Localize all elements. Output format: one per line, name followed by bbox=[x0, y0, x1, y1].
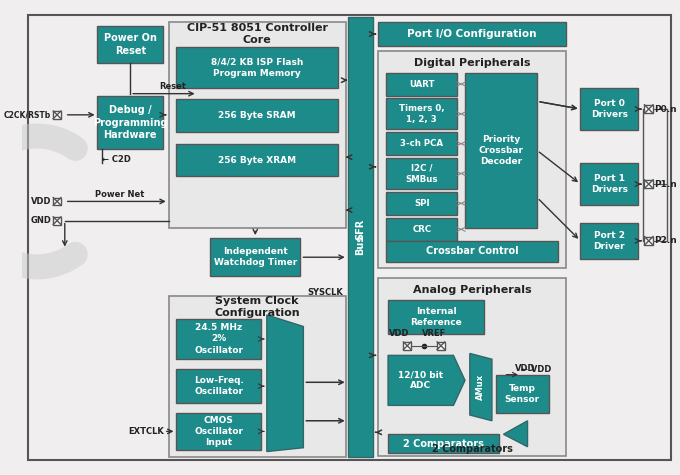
Text: VREF: VREF bbox=[422, 329, 446, 338]
Text: 3-ch PCA: 3-ch PCA bbox=[401, 139, 443, 148]
Text: I2C /
SMBus: I2C / SMBus bbox=[405, 163, 438, 183]
Text: 2 Comparators: 2 Comparators bbox=[403, 439, 483, 449]
Polygon shape bbox=[503, 421, 528, 447]
Text: 256 Byte XRAM: 256 Byte XRAM bbox=[218, 155, 296, 164]
FancyBboxPatch shape bbox=[386, 241, 558, 262]
FancyBboxPatch shape bbox=[388, 300, 484, 334]
FancyBboxPatch shape bbox=[53, 198, 61, 205]
Text: CRC: CRC bbox=[412, 225, 431, 234]
FancyBboxPatch shape bbox=[378, 22, 566, 46]
Text: 256 Byte SRAM: 256 Byte SRAM bbox=[218, 111, 296, 120]
Text: Port 0
Drivers: Port 0 Drivers bbox=[591, 99, 628, 119]
FancyBboxPatch shape bbox=[176, 369, 261, 403]
Text: Reset: Reset bbox=[159, 82, 186, 91]
FancyBboxPatch shape bbox=[496, 375, 549, 413]
FancyBboxPatch shape bbox=[176, 144, 338, 176]
Text: Priority
Crossbar
Decoder: Priority Crossbar Decoder bbox=[479, 135, 524, 166]
Text: SPI: SPI bbox=[414, 199, 430, 208]
FancyBboxPatch shape bbox=[581, 163, 638, 205]
FancyBboxPatch shape bbox=[645, 237, 653, 245]
Text: VDD: VDD bbox=[390, 329, 410, 338]
FancyBboxPatch shape bbox=[386, 218, 458, 241]
Text: P2.n: P2.n bbox=[655, 237, 677, 246]
FancyBboxPatch shape bbox=[403, 342, 411, 350]
Text: Port I/O Configuration: Port I/O Configuration bbox=[407, 29, 537, 39]
Text: EXTCLK: EXTCLK bbox=[128, 427, 164, 436]
Text: CMOS
Oscillator
Input: CMOS Oscillator Input bbox=[194, 416, 243, 447]
FancyBboxPatch shape bbox=[347, 17, 373, 457]
Text: P0.n: P0.n bbox=[655, 104, 677, 114]
Text: SFR: SFR bbox=[355, 218, 365, 240]
Text: Port 1
Drivers: Port 1 Drivers bbox=[591, 174, 628, 194]
FancyBboxPatch shape bbox=[388, 434, 498, 454]
Polygon shape bbox=[470, 353, 492, 421]
FancyBboxPatch shape bbox=[97, 95, 163, 150]
FancyBboxPatch shape bbox=[386, 158, 458, 189]
FancyBboxPatch shape bbox=[53, 217, 61, 225]
Text: Bus: Bus bbox=[355, 235, 365, 255]
FancyBboxPatch shape bbox=[386, 132, 458, 155]
Text: P1.n: P1.n bbox=[655, 180, 677, 189]
FancyBboxPatch shape bbox=[581, 223, 638, 259]
FancyBboxPatch shape bbox=[169, 22, 345, 228]
Text: 24.5 MHz
2%
Oscillator: 24.5 MHz 2% Oscillator bbox=[194, 323, 243, 355]
FancyBboxPatch shape bbox=[386, 73, 458, 95]
Text: VDD: VDD bbox=[31, 197, 51, 206]
FancyBboxPatch shape bbox=[581, 88, 638, 130]
Text: ← C2D: ← C2D bbox=[102, 154, 131, 163]
FancyBboxPatch shape bbox=[210, 238, 301, 276]
Text: Port 2
Driver: Port 2 Driver bbox=[594, 231, 625, 251]
Polygon shape bbox=[267, 315, 303, 452]
Text: C2CK/RSTb: C2CK/RSTb bbox=[4, 110, 51, 119]
Text: Power On
Reset: Power On Reset bbox=[104, 33, 156, 56]
FancyBboxPatch shape bbox=[176, 319, 261, 359]
Text: AMux: AMux bbox=[476, 374, 485, 400]
FancyBboxPatch shape bbox=[378, 278, 566, 456]
FancyBboxPatch shape bbox=[176, 99, 338, 132]
FancyBboxPatch shape bbox=[169, 296, 345, 457]
Text: Independent
Watchdog Timer: Independent Watchdog Timer bbox=[214, 247, 297, 267]
Text: CIP-51 8051 Controller
Core: CIP-51 8051 Controller Core bbox=[187, 23, 328, 45]
Text: VDD: VDD bbox=[515, 364, 536, 373]
FancyBboxPatch shape bbox=[176, 48, 338, 88]
FancyBboxPatch shape bbox=[386, 192, 458, 215]
Text: Debug /
Programming
Hardware: Debug / Programming Hardware bbox=[93, 105, 167, 140]
Text: Temp
Sensor: Temp Sensor bbox=[505, 384, 540, 404]
Text: Crossbar Control: Crossbar Control bbox=[426, 247, 519, 256]
FancyBboxPatch shape bbox=[53, 111, 61, 119]
Text: 8/4/2 KB ISP Flash
Program Memory: 8/4/2 KB ISP Flash Program Memory bbox=[211, 57, 303, 78]
Text: Power Net: Power Net bbox=[95, 190, 144, 200]
Text: 2 Comparators: 2 Comparators bbox=[432, 444, 513, 454]
FancyBboxPatch shape bbox=[97, 26, 163, 63]
Text: Low-Freq.
Oscillator: Low-Freq. Oscillator bbox=[194, 376, 243, 396]
FancyBboxPatch shape bbox=[378, 51, 566, 268]
Text: System Clock
Configuration: System Clock Configuration bbox=[214, 296, 300, 318]
Text: GND: GND bbox=[31, 216, 51, 225]
FancyBboxPatch shape bbox=[465, 73, 537, 228]
Polygon shape bbox=[388, 355, 465, 405]
FancyBboxPatch shape bbox=[437, 342, 445, 350]
FancyBboxPatch shape bbox=[176, 413, 261, 450]
FancyBboxPatch shape bbox=[645, 104, 653, 114]
FancyBboxPatch shape bbox=[645, 180, 653, 189]
Text: 12/10 bit
ADC: 12/10 bit ADC bbox=[398, 370, 443, 390]
Text: SYSCLK: SYSCLK bbox=[307, 288, 343, 297]
FancyBboxPatch shape bbox=[29, 15, 671, 460]
Text: UART: UART bbox=[409, 79, 435, 88]
Text: ← VDD: ← VDD bbox=[521, 365, 551, 374]
FancyBboxPatch shape bbox=[386, 98, 458, 129]
Text: Analog Peripherals: Analog Peripherals bbox=[413, 285, 532, 295]
Text: Timers 0,
1, 2, 3: Timers 0, 1, 2, 3 bbox=[399, 104, 445, 124]
Text: Internal
Reference: Internal Reference bbox=[410, 307, 462, 327]
Text: Digital Peripherals: Digital Peripherals bbox=[414, 58, 530, 68]
